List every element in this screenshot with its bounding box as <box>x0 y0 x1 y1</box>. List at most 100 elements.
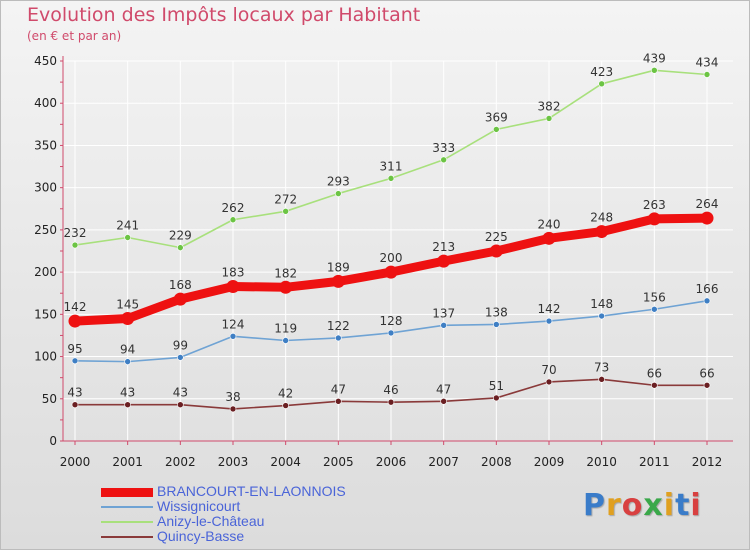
x-tick-label: 2009 <box>534 455 565 469</box>
data-label: 241 <box>116 218 139 232</box>
data-label: 382 <box>538 99 561 113</box>
data-point <box>331 274 345 288</box>
y-tick-label: 150 <box>34 307 57 321</box>
data-point <box>387 329 395 337</box>
x-tick-label: 2011 <box>639 455 670 469</box>
data-point <box>437 254 451 268</box>
data-point <box>703 71 711 78</box>
legend-swatch <box>101 521 153 523</box>
x-tick-label: 2003 <box>218 455 249 469</box>
data-label: 142 <box>538 302 561 316</box>
data-label: 38 <box>225 390 240 404</box>
data-point <box>335 398 342 405</box>
data-point <box>229 332 237 340</box>
y-tick-label: 0 <box>49 434 57 448</box>
data-label: 264 <box>696 197 719 211</box>
grid-lines <box>63 60 733 441</box>
data-label: 232 <box>64 226 87 240</box>
data-label: 137 <box>432 306 455 320</box>
data-label: 225 <box>485 230 508 244</box>
data-label: 99 <box>173 338 188 352</box>
data-point <box>229 216 237 224</box>
data-point <box>545 115 553 122</box>
data-point <box>226 279 240 293</box>
data-label: 43 <box>67 386 82 400</box>
legend-swatch <box>101 487 153 497</box>
data-point <box>545 317 553 325</box>
data-point <box>282 208 289 215</box>
data-label: 229 <box>169 229 192 243</box>
data-label: 119 <box>274 322 297 336</box>
x-tick-label: 2004 <box>270 455 301 469</box>
data-label: 189 <box>327 260 350 274</box>
y-tick-label: 200 <box>34 265 57 279</box>
data-point <box>71 241 79 249</box>
chart-subtitle: (en € et par an) <box>27 29 122 43</box>
data-label: 333 <box>432 141 455 155</box>
data-label: 73 <box>594 360 609 374</box>
y-tick-label: 450 <box>34 54 57 68</box>
data-point <box>335 334 342 342</box>
data-point <box>493 126 500 133</box>
data-label: 43 <box>120 386 135 400</box>
x-tick-label: 2001 <box>112 455 143 469</box>
x-tick-label: 2010 <box>586 455 617 469</box>
data-label: 70 <box>541 363 556 377</box>
data-point <box>598 312 605 320</box>
data-label: 43 <box>173 386 188 400</box>
data-point <box>489 244 503 258</box>
data-point <box>124 401 131 408</box>
data-point <box>651 66 658 74</box>
data-label: 51 <box>489 379 504 393</box>
data-point <box>124 358 131 365</box>
data-point <box>384 265 398 279</box>
y-tick-label: 100 <box>34 350 57 364</box>
legend-label: Anizy-le-Château <box>157 513 265 529</box>
data-point <box>279 280 293 294</box>
data-point <box>173 292 187 306</box>
data-point <box>124 234 131 241</box>
data-label: 183 <box>222 265 245 279</box>
data-label: 293 <box>327 175 350 189</box>
y-tick-label: 400 <box>34 96 57 110</box>
data-label: 66 <box>699 366 714 380</box>
y-tick-label: 250 <box>34 223 57 237</box>
data-label: 145 <box>116 298 139 312</box>
data-point <box>121 312 135 326</box>
data-point <box>387 175 395 182</box>
data-point <box>387 398 395 406</box>
data-label: 423 <box>590 65 613 79</box>
series-lines <box>68 66 714 413</box>
data-point <box>598 80 605 88</box>
data-label: 128 <box>380 314 403 328</box>
data-label: 240 <box>538 217 561 231</box>
data-label: 200 <box>380 251 403 265</box>
data-point <box>651 381 658 389</box>
data-point <box>545 378 553 386</box>
data-point <box>598 376 605 383</box>
data-point <box>177 401 184 408</box>
data-point <box>703 381 711 389</box>
data-label: 248 <box>590 211 613 225</box>
data-point <box>282 402 289 409</box>
legend-label: Quincy-Basse <box>157 528 245 544</box>
data-label: 142 <box>64 300 87 314</box>
data-label: 42 <box>278 387 293 401</box>
y-tick-label: 50 <box>42 392 57 406</box>
data-label: 95 <box>67 342 82 356</box>
data-label: 94 <box>120 343 135 357</box>
legend-label: BRANCOURT-EN-LAONNOIS <box>157 483 346 499</box>
data-label: 166 <box>696 282 719 296</box>
data-point <box>493 394 500 402</box>
data-point <box>177 244 184 251</box>
data-point <box>71 357 79 365</box>
data-point <box>440 156 447 164</box>
data-point <box>440 322 447 329</box>
data-label: 46 <box>383 383 398 397</box>
data-label: 66 <box>647 366 662 380</box>
data-label: 148 <box>590 297 613 311</box>
data-label: 272 <box>274 192 297 206</box>
x-tick-label: 2002 <box>165 455 196 469</box>
